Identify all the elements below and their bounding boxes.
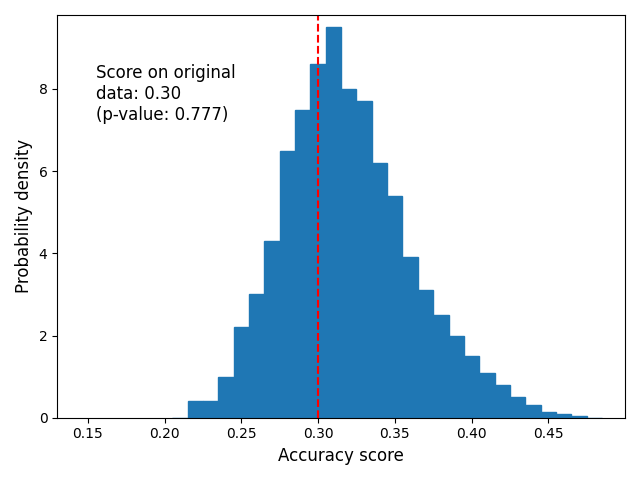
Bar (556, 414, 572, 418)
Bar (234, 327, 249, 418)
Bar (403, 257, 418, 418)
Bar (541, 411, 556, 418)
Bar (525, 406, 541, 418)
Bar (295, 109, 310, 418)
Bar (218, 377, 234, 418)
Bar (433, 315, 449, 418)
Y-axis label: Probability density: Probability density (15, 139, 33, 293)
Bar (449, 336, 464, 418)
X-axis label: Accuracy score: Accuracy score (278, 447, 404, 465)
Bar (188, 401, 203, 418)
Bar (249, 294, 264, 418)
Bar (203, 401, 218, 418)
Bar (464, 356, 479, 418)
Bar (310, 64, 326, 418)
Bar (372, 163, 387, 418)
Bar (418, 290, 433, 418)
Bar (572, 416, 587, 418)
Bar (280, 151, 295, 418)
Bar (356, 101, 372, 418)
Bar (326, 27, 341, 418)
Bar (510, 397, 525, 418)
Bar (387, 196, 403, 418)
Bar (495, 385, 510, 418)
Bar (264, 241, 280, 418)
Text: Score on original
data: 0.30
(p-value: 0.777): Score on original data: 0.30 (p-value: 0… (95, 64, 235, 124)
Bar (341, 89, 356, 418)
Bar (479, 372, 495, 418)
